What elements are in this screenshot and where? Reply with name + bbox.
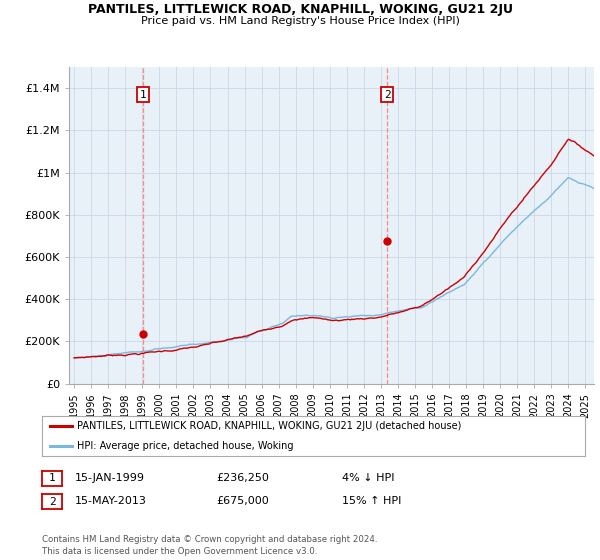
Point <box>382 237 392 246</box>
Point <box>138 329 148 338</box>
Text: HPI: Average price, detached house, Woking: HPI: Average price, detached house, Woki… <box>77 441 294 451</box>
Text: 15% ↑ HPI: 15% ↑ HPI <box>342 496 401 506</box>
Text: 15-MAY-2013: 15-MAY-2013 <box>75 496 147 506</box>
Text: This data is licensed under the Open Government Licence v3.0.: This data is licensed under the Open Gov… <box>42 547 317 556</box>
Text: PANTILES, LITTLEWICK ROAD, KNAPHILL, WOKING, GU21 2JU (detached house): PANTILES, LITTLEWICK ROAD, KNAPHILL, WOK… <box>77 421 461 431</box>
Text: £236,250: £236,250 <box>216 473 269 483</box>
Text: Contains HM Land Registry data © Crown copyright and database right 2024.: Contains HM Land Registry data © Crown c… <box>42 535 377 544</box>
Text: 15-JAN-1999: 15-JAN-1999 <box>75 473 145 483</box>
Text: PANTILES, LITTLEWICK ROAD, KNAPHILL, WOKING, GU21 2JU: PANTILES, LITTLEWICK ROAD, KNAPHILL, WOK… <box>88 3 512 16</box>
Text: Price paid vs. HM Land Registry's House Price Index (HPI): Price paid vs. HM Land Registry's House … <box>140 16 460 26</box>
Text: £675,000: £675,000 <box>216 496 269 506</box>
Text: 1: 1 <box>49 473 56 483</box>
Text: 1: 1 <box>140 90 146 100</box>
Text: 2: 2 <box>49 497 56 507</box>
Text: 4% ↓ HPI: 4% ↓ HPI <box>342 473 395 483</box>
Text: 2: 2 <box>384 90 391 100</box>
